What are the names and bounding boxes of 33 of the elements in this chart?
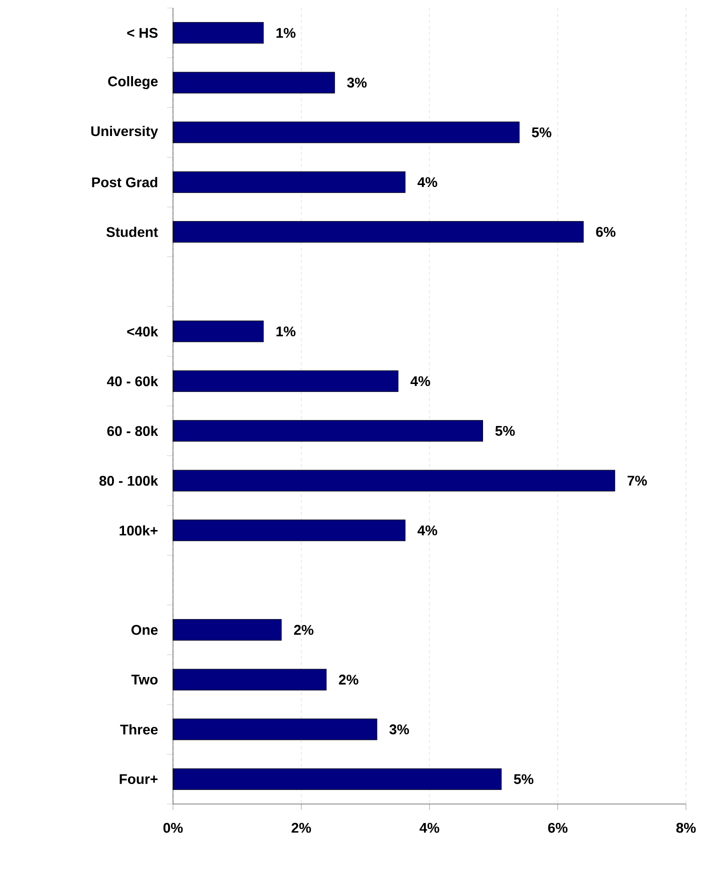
data-label: 2% [294, 624, 314, 635]
data-label: 1% [276, 326, 296, 336]
y-tick-label: University [91, 126, 158, 139]
data-label: 2% [338, 674, 358, 685]
y-tick-label: 40 - 60k [106, 376, 158, 386]
y-tick-label: Student [106, 226, 158, 238]
y-tick-label: 80 - 100k [99, 475, 158, 486]
data-label: 5% [532, 127, 552, 138]
y-tick-label: 60 - 80k [107, 426, 158, 436]
data-label: 5% [495, 426, 515, 436]
data-label: 4% [418, 525, 438, 536]
data-label: 6% [596, 226, 616, 237]
y-tick-label: Four+ [120, 774, 158, 784]
x-tick-label: 8% [676, 822, 696, 833]
data-label: 3% [389, 724, 409, 734]
y-tick-label: College [108, 76, 158, 90]
y-tick-label: <40k [127, 326, 158, 337]
data-label: 1% [276, 28, 296, 38]
x-tick-label: 4% [420, 822, 440, 833]
data-label: 3% [347, 78, 367, 88]
data-label: 4% [418, 177, 438, 188]
data-label: 5% [514, 774, 534, 784]
data-label: 4% [410, 376, 430, 386]
y-tick-label: < HS [127, 28, 158, 38]
x-tick-label: 0% [163, 822, 183, 833]
y-tick-label: Post Grad [92, 176, 158, 188]
y-tick-label: One [131, 624, 158, 635]
y-tick-label: Two [131, 674, 158, 685]
x-tick-label: 6% [548, 822, 568, 833]
y-tick-label: 100k+ [120, 525, 158, 536]
x-tick-label: 2% [292, 822, 311, 833]
data-label: 7% [628, 476, 647, 486]
y-tick-label: Three [120, 724, 158, 735]
